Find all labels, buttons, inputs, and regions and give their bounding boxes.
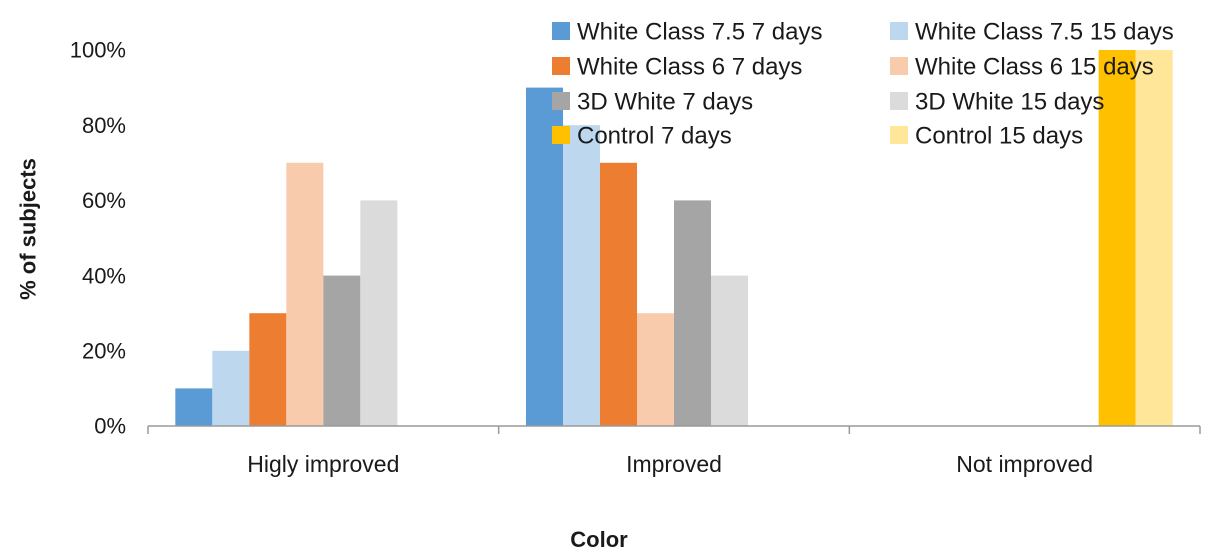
x-axis-category-labels: Higly improved Improved Not improved bbox=[247, 451, 1093, 477]
legend-swatch bbox=[552, 92, 570, 110]
y-axis-title: % of subjects bbox=[16, 158, 41, 300]
legend-label: Control 7 days bbox=[577, 122, 732, 149]
bar bbox=[711, 275, 748, 426]
legend-swatch bbox=[552, 57, 570, 75]
bar bbox=[674, 200, 711, 426]
y-tick-label: 20% bbox=[82, 339, 126, 364]
bar bbox=[286, 162, 324, 427]
bar bbox=[249, 313, 287, 426]
legend-label: White Class 7.5 15 days bbox=[915, 18, 1174, 45]
legend-label: White Class 6 7 days bbox=[577, 53, 802, 80]
bar bbox=[637, 313, 674, 426]
legend-label: Control 15 days bbox=[915, 122, 1083, 149]
bar bbox=[563, 125, 600, 426]
legend-swatch bbox=[890, 57, 908, 75]
y-tick-label: 80% bbox=[82, 113, 126, 138]
y-tick-label: 0% bbox=[94, 414, 126, 439]
legend-swatch bbox=[890, 92, 908, 110]
legend-swatch bbox=[890, 22, 908, 40]
legend: White Class 7.5 7 days White Class 7.5 15… bbox=[552, 18, 1174, 149]
x-category-label: Not improved bbox=[956, 451, 1093, 477]
y-tick-label: 60% bbox=[82, 188, 126, 213]
y-axis-tick-labels: 0% 20% 40% 60% 80% 100% bbox=[70, 38, 126, 439]
y-tick-label: 40% bbox=[82, 263, 126, 288]
legend-swatch bbox=[890, 126, 908, 144]
legend-label: White Class 7.5 7 days bbox=[577, 18, 822, 45]
bar bbox=[175, 388, 213, 426]
x-axis-ticks bbox=[147, 426, 1201, 434]
x-category-label: Higly improved bbox=[247, 451, 399, 477]
legend-label: 3D White 7 days bbox=[577, 88, 753, 115]
legend-label: White Class 6 15 days bbox=[915, 53, 1154, 80]
bar bbox=[1098, 50, 1136, 426]
bar bbox=[360, 200, 398, 426]
bar bbox=[212, 350, 250, 426]
bars-group bbox=[175, 50, 1173, 427]
legend-label: 3D White 15 days bbox=[915, 88, 1104, 115]
legend-swatch bbox=[552, 22, 570, 40]
bar bbox=[600, 162, 637, 427]
x-category-label: Improved bbox=[626, 451, 722, 477]
legend-swatch bbox=[552, 126, 570, 144]
bar bbox=[323, 275, 361, 426]
bar bbox=[1135, 50, 1173, 426]
x-axis-title: Color bbox=[570, 527, 628, 552]
y-tick-label: 100% bbox=[70, 38, 126, 63]
